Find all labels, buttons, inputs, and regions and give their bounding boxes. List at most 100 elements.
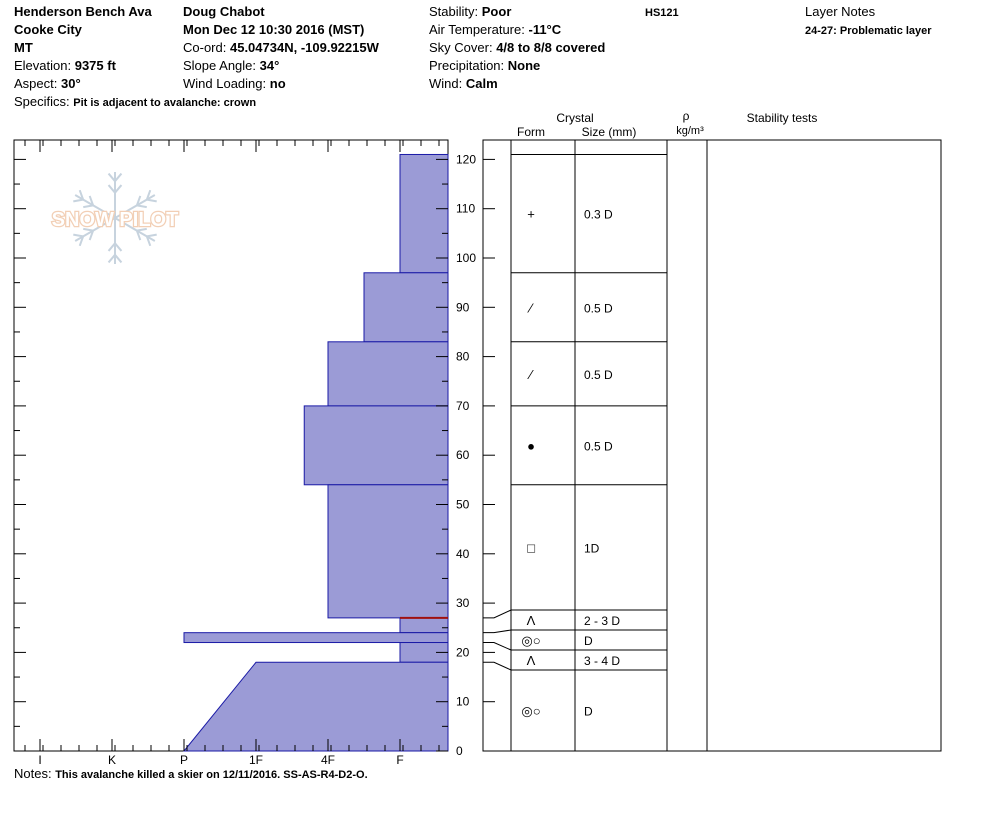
snowflake-branch <box>114 172 123 182</box>
wind-loading: Wind Loading: no <box>183 75 286 93</box>
elevation: Elevation: 9375 ft <box>14 57 116 75</box>
density-unit-header: kg/m³ <box>676 125 704 137</box>
height-tick-label: 20 <box>456 645 470 659</box>
stability-label: Stability: <box>429 4 479 19</box>
snowflake-branch <box>145 189 152 200</box>
hardness-bar <box>182 661 449 752</box>
air-temp-label: Air Temperature: <box>429 22 525 37</box>
hardness-tick-label: F <box>396 753 403 767</box>
stability-tests-header: Stability tests <box>747 111 818 125</box>
snowflake-branch <box>107 172 116 182</box>
coord-value: 45.04734N, -109.92215W <box>229 40 379 55</box>
specifics-label: Specifics: <box>14 94 70 109</box>
crystal-form-symbol: ⁄ <box>527 300 534 315</box>
snowflake-branch <box>107 254 116 264</box>
snowflake-branch <box>135 195 142 206</box>
logo-text: SNOW PILOT <box>52 209 179 231</box>
snowflake-branch <box>88 195 95 206</box>
form-header: Form <box>517 125 545 139</box>
crystal-form-symbol: ◎○ <box>521 704 540 719</box>
snowflake-branch <box>88 230 95 241</box>
wind-label: Wind: <box>429 76 463 91</box>
layer-notes-title: Layer Notes <box>805 4 876 19</box>
crystal-size: D <box>584 634 593 648</box>
height-tick-label: 80 <box>456 350 470 364</box>
snowflake-branch <box>107 242 116 252</box>
wind-loading-label: Wind Loading: <box>183 76 267 91</box>
crystal-header: Crystal <box>556 111 593 125</box>
snowflake-branch <box>136 204 147 209</box>
wind: Wind: Calm <box>429 75 498 93</box>
snowflake-branch <box>135 230 142 241</box>
height-tick-label: 10 <box>456 695 470 709</box>
snowflake-branch <box>114 242 123 252</box>
rho-header: ρ <box>683 109 690 123</box>
snowflake-branch <box>78 189 85 200</box>
snowflake-branch <box>146 233 157 238</box>
hardness-bar <box>363 272 449 343</box>
crystal-size: 1D <box>584 541 600 555</box>
crystal-form-symbol: Λ <box>527 653 536 668</box>
notes: Notes: This avalanche killed a skier on … <box>14 765 368 784</box>
slope-value: 34° <box>259 58 280 73</box>
crystal-size: 2 - 3 D <box>584 614 620 628</box>
observer-name: Doug Chabot <box>183 4 265 19</box>
snowflake-branch <box>78 236 85 247</box>
wind-value: Calm <box>465 76 498 91</box>
crystal-size: 3 - 4 D <box>584 654 620 668</box>
aspect: Aspect: 30° <box>14 75 81 93</box>
height-tick-label: 30 <box>456 596 470 610</box>
snowflake-branch <box>107 184 116 194</box>
stability-value: Poor <box>481 4 512 19</box>
stability: Stability: Poor <box>429 3 511 21</box>
height-tick-label: 90 <box>456 300 470 314</box>
snowflake-branch <box>73 233 84 238</box>
snowflake-branch <box>136 227 147 232</box>
notes-value: This avalanche killed a skier on 12/11/2… <box>55 769 368 781</box>
coord-label: Co-ord: <box>183 40 227 55</box>
hardness-bar <box>327 341 449 407</box>
snowflake-branch <box>114 184 123 194</box>
crystal-form-symbol: + <box>527 207 535 222</box>
air-temperature: Air Temperature: -11°C <box>429 21 561 39</box>
height-tick-label: 110 <box>456 202 475 216</box>
height-tick-label: 40 <box>456 547 470 561</box>
snowflake-branch <box>145 236 152 247</box>
height-tick-label: 60 <box>456 448 470 462</box>
state-name: MT <box>14 40 33 55</box>
location-name: Henderson Bench Ava <box>14 4 152 19</box>
precip-value: None <box>507 58 541 73</box>
crystal-size: D <box>584 705 593 719</box>
aspect-value: 30° <box>60 76 81 91</box>
hardness-bar <box>399 617 449 634</box>
crystal-form-symbol: ● <box>527 438 535 453</box>
elevation-label: Elevation: <box>14 58 72 73</box>
hs-value: HS121 <box>645 7 679 19</box>
crystal-form-symbol: ◎○ <box>521 633 540 648</box>
region-name: Cooke City <box>14 22 82 37</box>
layer-notes-value: 24-27: Problematic layer <box>805 25 932 37</box>
sky-label: Sky Cover: <box>429 40 493 55</box>
snowflake-branch <box>146 198 157 203</box>
hardness-bar <box>183 632 449 644</box>
hardness-bar <box>399 153 449 274</box>
observation-datetime: Mon Dec 12 10:30 2016 (MST) <box>183 22 365 37</box>
height-tick-label: 70 <box>456 399 470 413</box>
snowflake-branch <box>73 198 84 203</box>
specifics-value: Pit is adjacent to avalanche: crown <box>73 97 257 109</box>
hardness-tick-label: 1F <box>249 753 263 767</box>
crystal-size: 0.5 D <box>584 301 613 315</box>
layer-connector <box>483 642 512 651</box>
layer-connector <box>483 629 512 634</box>
slope-angle: Slope Angle: 34° <box>183 57 279 75</box>
slope-label: Slope Angle: <box>183 58 257 73</box>
layer-connector <box>483 661 512 671</box>
snowpilot-logo: SNOW PILOT <box>50 172 180 264</box>
wind-loading-value: no <box>269 76 286 91</box>
notes-label: Notes: <box>14 766 52 781</box>
height-tick-label: 120 <box>456 152 476 166</box>
snowflake-branch <box>114 254 123 264</box>
height-tick-label: 0 <box>456 744 463 758</box>
size-header: Size (mm) <box>582 125 637 139</box>
